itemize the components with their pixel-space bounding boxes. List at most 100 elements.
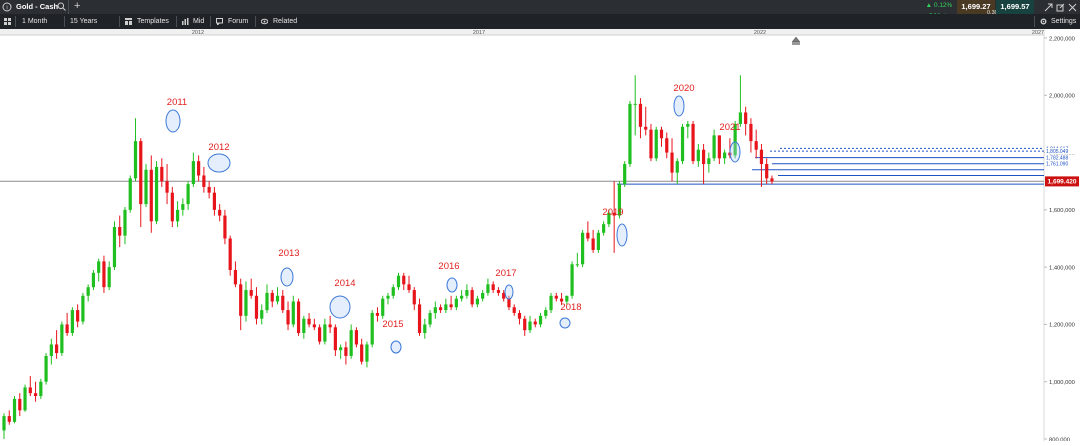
- candle-body: [18, 398, 22, 411]
- candle-body: [612, 212, 616, 216]
- candle-body: [228, 238, 232, 271]
- price-type-icon: [182, 18, 189, 25]
- candle-body: [275, 295, 280, 302]
- candle-body: [412, 290, 416, 305]
- chart-toolbar: 1 Month 15 Years Templates Mid Forum Rel…: [0, 14, 1080, 29]
- x-tick-label: 2017: [473, 30, 485, 36]
- candle-body: [349, 330, 353, 356]
- annotation-ellipse[interactable]: [559, 317, 571, 329]
- candle-body: [549, 295, 553, 311]
- candle-body: [544, 310, 548, 316]
- year-annotation[interactable]: 2016: [438, 261, 459, 272]
- year-annotation[interactable]: 2012: [208, 142, 229, 153]
- ask-button[interactable]: 1,699.57: [996, 0, 1034, 14]
- interval-selector[interactable]: 1 Month: [22, 18, 48, 25]
- candle-body: [360, 344, 364, 362]
- candle-body: [197, 161, 201, 176]
- time-axis[interactable]: [0, 29, 1044, 35]
- level-label-bg: [1045, 154, 1075, 161]
- candle-body: [318, 327, 322, 342]
- layout-grid-icon[interactable]: [4, 18, 11, 25]
- year-annotation[interactable]: 2015: [382, 319, 403, 330]
- candle-body: [701, 149, 706, 165]
- annotation-ellipse[interactable]: [504, 284, 514, 300]
- candle-body: [575, 264, 579, 266]
- candle-body: [60, 324, 64, 354]
- candle-body: [128, 178, 132, 210]
- year-annotation[interactable]: 2018: [560, 302, 581, 313]
- candle-body: [433, 307, 437, 313]
- instrument-info-icon[interactable]: i: [2, 2, 12, 12]
- annotation-ellipse[interactable]: [673, 95, 685, 117]
- year-annotation[interactable]: 2017: [495, 268, 516, 279]
- add-tab-icon[interactable]: +: [74, 0, 81, 12]
- annotation-ellipse[interactable]: [729, 141, 741, 163]
- candle-body: [675, 161, 679, 173]
- instrument-name[interactable]: Gold - Cash: [16, 2, 59, 11]
- price-type-button[interactable]: Mid: [193, 18, 205, 25]
- templates-button[interactable]: Templates: [137, 18, 169, 25]
- annotation-ellipse[interactable]: [207, 153, 231, 173]
- candle-body: [565, 295, 569, 302]
- candle-body: [570, 264, 574, 296]
- candle-body: [97, 261, 101, 273]
- annotation-ellipse[interactable]: [446, 277, 458, 293]
- candle-body: [160, 166, 164, 182]
- candle-body: [70, 310, 74, 334]
- bid-price: 1,699.27: [961, 2, 991, 11]
- candle-body: [438, 307, 443, 311]
- candle-body: [33, 393, 38, 397]
- candle-body: [65, 324, 69, 334]
- candle-body: [12, 398, 17, 422]
- candle-body: [144, 169, 148, 205]
- year-annotation[interactable]: 2011: [167, 97, 187, 108]
- candle-body: [696, 149, 700, 162]
- candle-body: [649, 129, 653, 159]
- candle-body: [744, 112, 748, 124]
- collapse-icon[interactable]: [1044, 3, 1053, 12]
- year-annotation[interactable]: 2013: [278, 248, 299, 259]
- candle-body: [118, 227, 122, 236]
- candle-body: [244, 290, 248, 316]
- candle-body: [381, 298, 385, 316]
- year-annotation[interactable]: 2019: [602, 207, 623, 218]
- candle-body: [654, 129, 658, 159]
- annotation-ellipse[interactable]: [165, 109, 181, 133]
- candle-body: [423, 324, 427, 334]
- settings-button[interactable]: Settings: [1051, 18, 1077, 25]
- year-annotation[interactable]: 2014: [334, 278, 355, 289]
- forum-button[interactable]: Forum: [228, 18, 249, 25]
- candle-body: [281, 295, 285, 311]
- candle-body: [444, 304, 448, 311]
- search-icon[interactable]: [57, 2, 66, 11]
- candle-body: [260, 310, 264, 319]
- range-selector[interactable]: 15 Years: [70, 18, 98, 25]
- annotation-ellipse[interactable]: [280, 267, 294, 287]
- change-box: ▲ 0.12% 2.14 pts: [922, 0, 956, 19]
- candle-body: [186, 184, 190, 205]
- candle-body: [723, 152, 727, 159]
- candle-body: [449, 304, 453, 308]
- candle-body: [23, 387, 27, 411]
- candle-body: [765, 164, 769, 179]
- candle-body: [233, 270, 238, 285]
- candle-body: [528, 321, 532, 331]
- candle-body: [207, 186, 211, 193]
- candle-body: [333, 327, 337, 351]
- year-annotation[interactable]: 2021: [719, 122, 740, 133]
- level-label-bg: [1045, 160, 1075, 167]
- annotation-ellipse[interactable]: [390, 340, 402, 354]
- candle-body: [717, 135, 721, 159]
- annotation-ellipse[interactable]: [329, 295, 351, 319]
- related-button[interactable]: Related: [273, 18, 298, 25]
- close-icon[interactable]: [1068, 3, 1077, 12]
- annotation-ellipse[interactable]: [616, 223, 628, 247]
- spread-value: 0.30: [987, 10, 998, 16]
- popout-icon[interactable]: [1056, 3, 1065, 12]
- candle-body: [733, 123, 737, 156]
- price-axis[interactable]: [1044, 29, 1080, 441]
- bid-button[interactable]: 1,699.27: [957, 0, 995, 14]
- year-annotation[interactable]: 2020: [673, 83, 694, 94]
